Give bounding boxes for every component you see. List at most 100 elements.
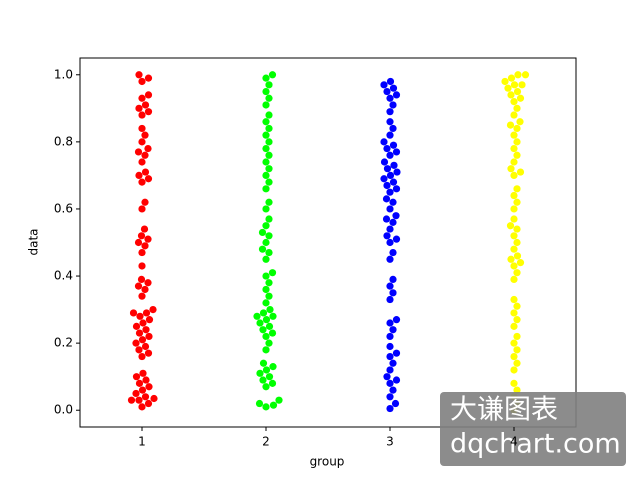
point <box>262 346 270 354</box>
point <box>383 373 391 381</box>
point <box>510 309 518 317</box>
point <box>262 272 270 280</box>
point <box>144 91 153 99</box>
point <box>139 369 147 377</box>
point <box>513 346 521 354</box>
point <box>386 295 394 304</box>
point <box>144 108 153 116</box>
point <box>142 309 151 317</box>
point <box>386 151 394 159</box>
point <box>380 158 389 166</box>
point <box>386 404 394 413</box>
point <box>268 379 277 387</box>
point <box>518 81 526 89</box>
point <box>134 148 143 156</box>
point <box>389 359 397 367</box>
x-tick-label: 2 <box>262 435 270 449</box>
point <box>259 359 268 367</box>
point <box>140 225 149 233</box>
point <box>262 299 270 307</box>
point <box>389 218 397 226</box>
point <box>510 262 518 270</box>
point <box>510 111 518 119</box>
point <box>141 242 149 250</box>
point <box>265 215 273 223</box>
point <box>386 379 394 387</box>
point <box>136 312 144 320</box>
point <box>135 329 144 337</box>
point <box>150 394 158 403</box>
point <box>138 94 146 102</box>
point <box>265 81 273 89</box>
point <box>386 282 394 290</box>
point <box>393 168 401 176</box>
point <box>380 138 388 146</box>
point <box>383 232 391 240</box>
point <box>513 302 521 310</box>
watermark-box <box>440 392 626 466</box>
point <box>386 332 394 341</box>
point <box>262 255 270 263</box>
point <box>141 131 149 139</box>
point <box>141 198 149 206</box>
y-tick-label: 0.0 <box>54 403 73 417</box>
point <box>513 198 521 206</box>
x-tick-label: 4 <box>510 435 518 449</box>
point <box>253 312 261 320</box>
point <box>135 379 144 387</box>
y-tick-label: 0.6 <box>54 201 73 215</box>
point <box>258 228 267 237</box>
point <box>265 124 273 133</box>
point <box>262 87 270 96</box>
point <box>265 138 273 146</box>
point <box>138 262 146 270</box>
point <box>262 285 270 294</box>
point <box>259 376 267 384</box>
point <box>262 366 271 374</box>
point <box>265 232 273 240</box>
point <box>268 71 277 79</box>
axes-frame <box>79 57 577 428</box>
point <box>144 399 153 408</box>
point <box>132 373 141 381</box>
y-tick-label: 0.4 <box>54 269 73 283</box>
point <box>513 359 521 367</box>
point <box>135 346 143 354</box>
point <box>269 401 278 409</box>
point <box>134 238 143 247</box>
point <box>145 383 153 391</box>
point <box>504 84 512 92</box>
point <box>506 121 515 129</box>
point <box>389 178 398 186</box>
point <box>262 332 270 341</box>
y-tick-label: 0.2 <box>54 336 73 350</box>
point <box>507 91 515 99</box>
point <box>138 292 146 300</box>
y-tick-label: 1.0 <box>54 67 73 81</box>
point <box>392 148 401 156</box>
point <box>265 165 273 173</box>
point <box>516 118 524 126</box>
point <box>386 255 394 263</box>
point <box>265 322 274 330</box>
point <box>386 393 394 401</box>
point <box>513 269 521 277</box>
point <box>138 77 146 86</box>
x-axis-label: group <box>310 455 345 469</box>
point <box>141 342 150 351</box>
point <box>144 144 152 153</box>
point <box>389 84 398 92</box>
point <box>266 305 274 314</box>
point <box>268 269 277 277</box>
point <box>262 118 270 126</box>
point <box>141 151 149 159</box>
point <box>513 138 521 146</box>
point <box>510 191 518 200</box>
point <box>510 366 518 374</box>
point <box>386 225 394 233</box>
point <box>389 124 397 133</box>
point <box>386 171 395 180</box>
point <box>262 171 270 180</box>
point <box>262 101 270 109</box>
point <box>510 131 518 139</box>
